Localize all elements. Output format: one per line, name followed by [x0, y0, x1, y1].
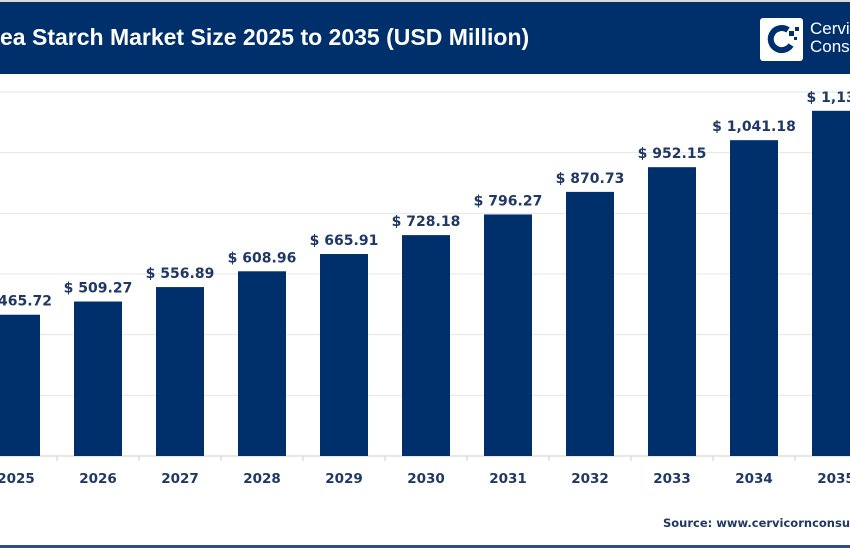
x-tick-label-2027: 2027	[161, 471, 199, 487]
x-tick-label-2028: 2028	[243, 471, 281, 487]
logo-icon	[760, 18, 803, 61]
x-tick-label-2031: 2031	[489, 471, 527, 487]
data-label-2029: $ 665.91	[310, 233, 379, 249]
x-tick-label-2029: 2029	[325, 471, 363, 487]
chart-title: ea Starch Market Size 2025 to 2035 (USD …	[0, 24, 530, 50]
source-text: Source: www.cervicornconsultin	[663, 516, 850, 530]
bottom-border	[0, 545, 850, 548]
bar-2035	[812, 110, 850, 456]
data-label-2035: $ 1,138	[807, 90, 850, 106]
x-tick-label-2030: 2030	[407, 471, 445, 487]
bar-2026	[74, 301, 122, 456]
bar-2030	[402, 235, 450, 456]
data-label-2026: $ 509.27	[64, 281, 133, 297]
logo-line-1: Cervi	[810, 19, 850, 38]
data-label-2034: $ 1,041.18	[712, 119, 796, 135]
x-tick-label-2032: 2032	[571, 471, 609, 487]
logo-text: Cervi Cons	[810, 20, 850, 56]
bar-2033	[648, 167, 696, 457]
data-label-2030: $ 728.18	[392, 214, 461, 230]
bar-2032	[566, 191, 614, 456]
data-label-2033: $ 952.15	[638, 146, 707, 162]
x-tick-label-2035: 2035	[817, 471, 850, 487]
bar-2031	[484, 214, 532, 456]
data-label-2028: $ 608.96	[228, 250, 297, 266]
logo-line-2: Cons	[810, 37, 850, 56]
data-label-2025: 465.72	[0, 294, 52, 310]
bar-2034	[730, 140, 778, 456]
x-tick-label-2026: 2026	[79, 471, 117, 487]
bar-2027	[156, 287, 204, 456]
top-border	[0, 0, 850, 2]
x-tick-label-2033: 2033	[653, 471, 691, 487]
data-label-2031: $ 796.27	[474, 193, 543, 209]
x-tick-label-2034: 2034	[735, 471, 773, 487]
data-label-2027: $ 556.89	[146, 266, 215, 282]
bar-2029	[320, 254, 368, 456]
data-label-2032: $ 870.73	[556, 171, 625, 187]
bar-2025	[0, 314, 40, 456]
bar-2028	[238, 271, 286, 456]
header-banner: ea Starch Market Size 2025 to 2035 (USD …	[0, 2, 850, 74]
x-tick-label-2025: 2025	[0, 471, 35, 487]
